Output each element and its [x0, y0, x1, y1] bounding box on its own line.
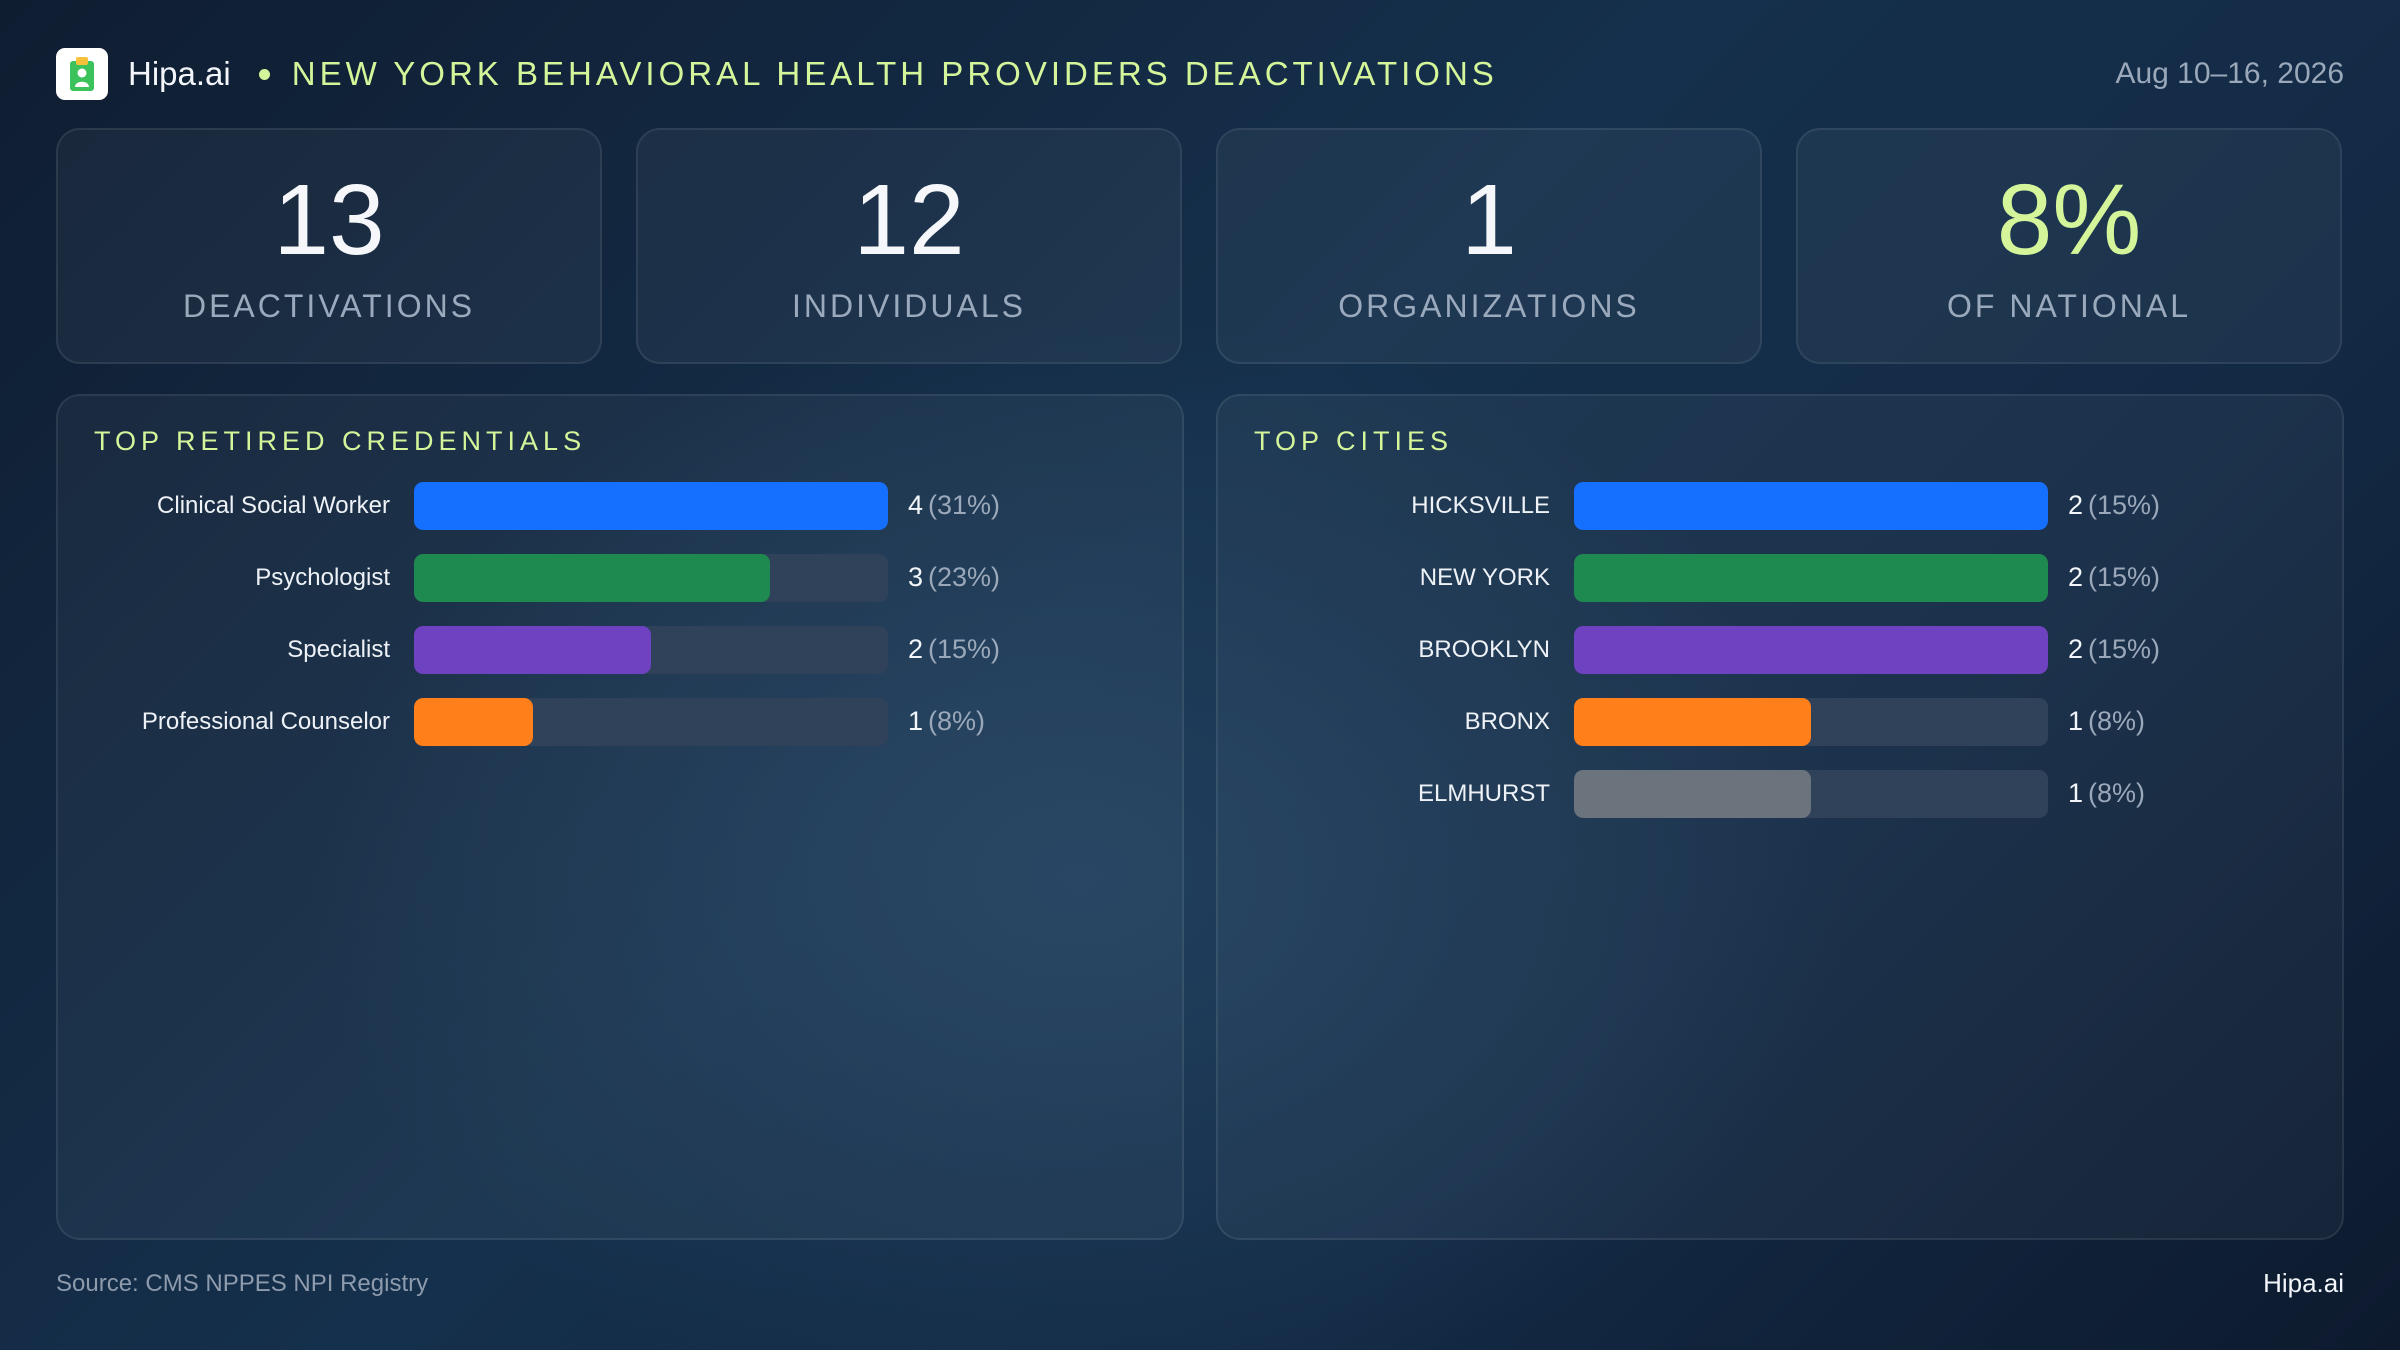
- bar-percent: (31%): [928, 490, 1001, 520]
- bar-count: 4: [908, 490, 924, 520]
- bar-label: ELMHURST: [1417, 780, 1550, 807]
- bar: [1574, 770, 1811, 818]
- bar-percent: (8%): [2088, 778, 2146, 808]
- bar: [414, 698, 533, 746]
- bar: [1574, 482, 2048, 530]
- bar-percent: (8%): [928, 706, 986, 736]
- bar-track: [414, 554, 888, 602]
- separator-dot: [258, 68, 270, 80]
- bar-count: 1: [2068, 706, 2084, 736]
- bar-percent: (15%): [2088, 490, 2161, 520]
- bar-value-label: 2 (15%): [908, 634, 1000, 665]
- bar-count: 2: [2068, 634, 2084, 664]
- bar-track: [1574, 626, 2048, 674]
- kpi-card-organizations: 1 ORGANIZATIONS: [1216, 128, 1762, 364]
- bar-count: 1: [2068, 778, 2084, 808]
- kpi-card-of-national: 8% OF NATIONAL: [1796, 128, 2342, 364]
- bar: [1574, 626, 2048, 674]
- bar-label: BRONX: [1464, 708, 1550, 735]
- bar-label: Psychologist: [255, 564, 390, 591]
- kpi-label: DEACTIVATIONS: [182, 288, 476, 324]
- bar: [1574, 554, 2048, 602]
- bar-label: Clinical Social Worker: [157, 492, 390, 519]
- chart-title: TOP RETIRED CREDENTIALS: [94, 426, 587, 456]
- header: Hipa.ai NEW YORK BEHAVIORAL HEALTH PROVI…: [56, 46, 2344, 102]
- bar-percent: (15%): [2088, 634, 2161, 664]
- source-note: Source: CMS NPPES NPI Registry: [56, 1270, 429, 1297]
- kpi-label: ORGANIZATIONS: [1338, 288, 1640, 324]
- kpi-value: 12: [853, 164, 965, 276]
- page-title: NEW YORK BEHAVIORAL HEALTH PROVIDERS DEA…: [291, 55, 1498, 92]
- kpi-label: INDIVIDUALS: [792, 288, 1026, 324]
- bar-value-label: 1 (8%): [908, 706, 985, 737]
- date-range: Aug 10–16, 2026: [2115, 57, 2344, 90]
- bar-label: NEW YORK: [1419, 564, 1550, 591]
- bar-count: 3: [908, 562, 924, 592]
- bar-value-label: 1 (8%): [2068, 778, 2145, 809]
- chart-title: TOP CITIES: [1254, 426, 1454, 456]
- bar-value-label: 1 (8%): [2068, 706, 2145, 737]
- bar-count: 2: [2068, 562, 2084, 592]
- credentials-panel: TOP RETIRED CREDENTIALS Clinical Social …: [56, 394, 1184, 1240]
- bar-count: 1: [908, 706, 924, 736]
- bar-percent: (15%): [2088, 562, 2161, 592]
- kpi-value: 8%: [1996, 164, 2142, 276]
- kpi-value: 1: [1461, 164, 1517, 276]
- bar-percent: (8%): [2088, 706, 2146, 736]
- bar: [414, 482, 888, 530]
- bar-label: HICKSVILLE: [1411, 492, 1550, 519]
- bar: [1574, 698, 1811, 746]
- bar: [414, 626, 651, 674]
- bar-track: [1574, 482, 2048, 530]
- bar-label: Specialist: [287, 636, 390, 663]
- bar-percent: (23%): [928, 562, 1001, 592]
- cities-panel: TOP CITIES HICKSVILLE 2 (15%) NEW YORK 2 (15%…: [1216, 394, 2344, 1240]
- bar-track: [414, 482, 888, 530]
- bar-percent: (15%): [928, 634, 1001, 664]
- brand-name: Hipa.ai: [128, 55, 231, 92]
- bar: [414, 554, 770, 602]
- clipboard-icon: [56, 48, 108, 100]
- kpi-label: OF NATIONAL: [1947, 288, 2191, 324]
- bar-track: [1574, 554, 2048, 602]
- bar-track: [414, 698, 888, 746]
- bar-label: Professional Counselor: [141, 708, 390, 735]
- bar-count: 2: [2068, 490, 2084, 520]
- bar-track: [1574, 698, 2048, 746]
- bar-track: [414, 626, 888, 674]
- kpi-card-deactivations: 13 DEACTIVATIONS: [56, 128, 602, 364]
- bar-label: BROOKLYN: [1418, 636, 1550, 663]
- bar-value-label: 2 (15%): [2068, 562, 2160, 593]
- kpi-card-individuals: 12 INDIVIDUALS: [636, 128, 1182, 364]
- bar-track: [1574, 770, 2048, 818]
- bar-value-label: 2 (15%): [2068, 490, 2160, 521]
- kpi-value: 13: [273, 164, 385, 276]
- bar-value-label: 2 (15%): [2068, 634, 2160, 665]
- bar-count: 2: [908, 634, 924, 664]
- bar-value-label: 3 (23%): [908, 562, 1000, 593]
- bar-value-label: 4 (31%): [908, 490, 1000, 521]
- footer-brand: Hipa.ai: [2263, 1268, 2344, 1298]
